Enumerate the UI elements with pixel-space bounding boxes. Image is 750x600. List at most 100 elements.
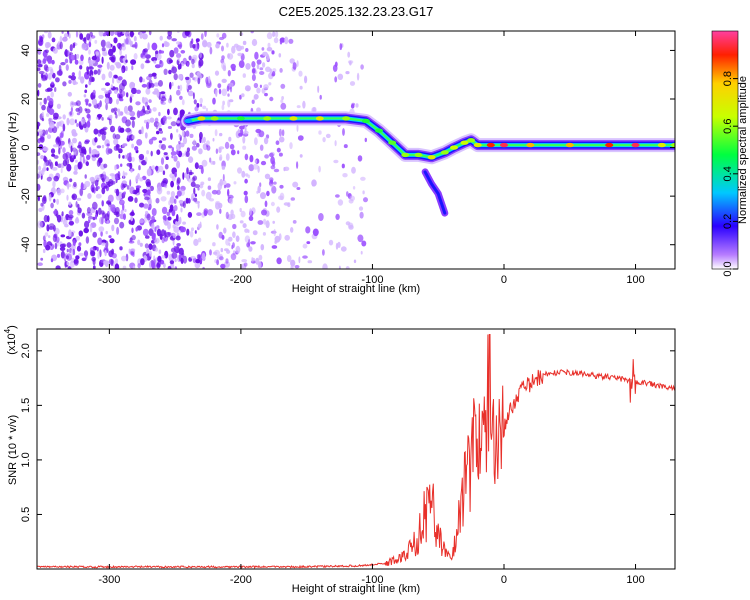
noise-dot <box>178 199 184 204</box>
noise-dot <box>101 47 106 52</box>
noise-dot <box>53 198 56 203</box>
noise-dot <box>189 230 194 238</box>
noise-dot <box>38 207 43 212</box>
noise-dot <box>175 235 181 241</box>
noise-dot <box>255 128 262 134</box>
x-tick-label: -100 <box>361 274 383 286</box>
noise-dot <box>263 84 269 90</box>
noise-dot <box>54 87 57 92</box>
noise-dot <box>87 114 91 122</box>
noise-dot <box>170 191 175 198</box>
noise-dot <box>104 90 109 94</box>
noise-dot <box>156 149 161 155</box>
noise-dot <box>117 171 121 179</box>
noise-dot <box>225 183 231 188</box>
noise-dot <box>177 85 180 90</box>
noise-dot <box>97 69 101 76</box>
noise-dot <box>151 232 156 241</box>
noise-dot <box>275 140 280 145</box>
noise-dot <box>193 76 198 82</box>
snr-scale-exponent: 4 <box>3 328 12 333</box>
noise-dot <box>41 118 45 122</box>
noise-dot <box>177 150 183 158</box>
noise-dot <box>177 185 180 191</box>
noise-dot <box>122 31 125 34</box>
noise-dot <box>168 200 171 206</box>
x-tick-label: -300 <box>98 274 120 286</box>
ridge-point <box>315 116 324 121</box>
noise-dot <box>86 69 90 75</box>
noise-dot <box>105 97 109 104</box>
noise-dot <box>151 136 157 141</box>
noise-dot <box>61 211 64 217</box>
noise-dot <box>124 208 127 213</box>
noise-dot <box>239 125 245 130</box>
noise-dot <box>37 83 42 88</box>
noise-dot <box>170 151 177 156</box>
noise-dot <box>141 83 147 88</box>
noise-dot <box>253 96 258 101</box>
noise-dot <box>245 63 251 70</box>
noise-dot <box>60 140 65 146</box>
noise-dot <box>211 189 218 195</box>
noise-dot <box>181 99 185 106</box>
snr-panel: -300 -200 -100 0 100 0.5 1.0 1.5 2.0 Height of s… <box>3 325 676 595</box>
noise-dot <box>236 45 242 52</box>
noise-dot <box>131 87 137 95</box>
noise-dot <box>239 220 244 224</box>
noise-dot <box>76 53 80 59</box>
noise-dot <box>52 47 58 54</box>
noise-dot <box>232 231 236 238</box>
noise-dot <box>116 98 119 105</box>
noise-dot <box>119 127 125 133</box>
noise-dot <box>67 182 70 190</box>
noise-dot <box>164 215 167 222</box>
noise-dot <box>299 85 303 90</box>
noise-dot <box>115 114 118 119</box>
noise-dot <box>193 187 196 195</box>
noise-dot <box>91 154 97 158</box>
noise-dot <box>214 249 220 256</box>
noise-dot <box>266 54 270 61</box>
noise-dot <box>47 59 52 64</box>
noise-dot <box>56 103 62 110</box>
noise-dot <box>74 53 77 61</box>
noise-dot <box>148 138 154 145</box>
noise-dot <box>162 178 169 185</box>
noise-dot <box>94 39 98 44</box>
noise-dot <box>122 183 128 187</box>
noise-dot <box>43 155 47 162</box>
noise-dot <box>64 58 69 64</box>
noise-dot <box>105 82 110 87</box>
noise-dot <box>189 40 193 49</box>
noise-dot <box>55 77 60 83</box>
noise-dot <box>200 33 204 40</box>
noise-dot <box>244 178 248 184</box>
noise-dot <box>229 82 234 88</box>
x-tick-label: 0 <box>501 574 507 586</box>
noise-dot <box>206 41 212 48</box>
noise-dot <box>274 235 281 243</box>
noise-dot <box>156 186 163 195</box>
noise-dot <box>143 203 149 209</box>
noise-dot <box>131 227 134 234</box>
noise-dot <box>50 258 54 263</box>
noise-dot <box>339 43 343 51</box>
noise-dot <box>279 68 283 73</box>
noise-dot <box>263 218 267 225</box>
noise-dot <box>160 91 166 95</box>
noise-dot <box>254 51 259 60</box>
noise-dot <box>97 64 103 68</box>
noise-dot <box>88 66 94 70</box>
noise-dot <box>188 55 192 61</box>
noise-dot <box>262 51 268 57</box>
noise-dot <box>97 251 100 259</box>
noise-dot <box>273 181 277 185</box>
noise-dot <box>167 108 170 116</box>
noise-dot <box>144 156 148 163</box>
noise-dot <box>127 105 133 112</box>
noise-dot <box>62 81 67 87</box>
noise-dot <box>167 126 172 129</box>
noise-dot <box>63 33 69 38</box>
noise-dot <box>73 155 76 160</box>
